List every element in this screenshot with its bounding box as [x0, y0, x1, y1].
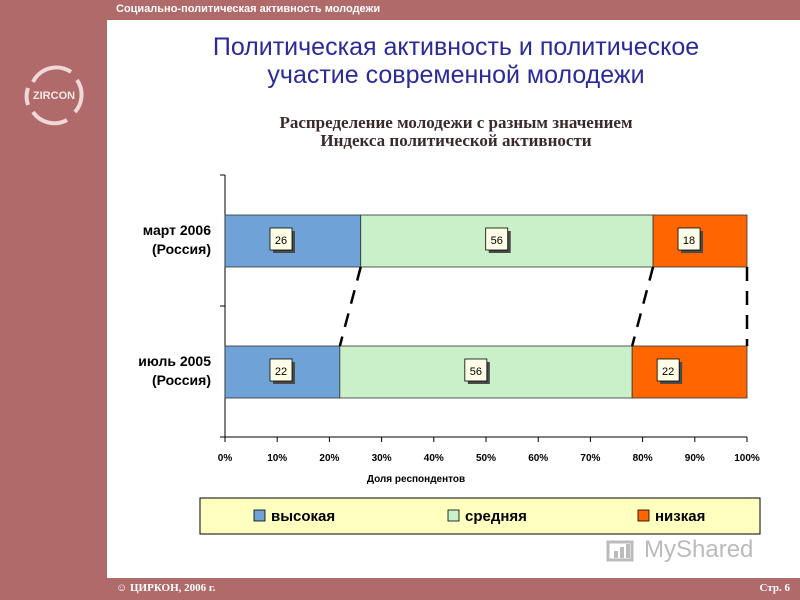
- category-label: март 2006: [143, 222, 211, 238]
- x-tick-label: 40%: [424, 453, 444, 464]
- stacked-bar-chart: 0% 10% 20% 30% 40% 50% 60% 70% 80% 90% 100% Доля ре…: [138, 174, 761, 535]
- category-label: июль 2005: [138, 353, 211, 369]
- header-text: Социально-политическая активность молоде…: [116, 3, 381, 15]
- data-label-box: [485, 227, 509, 251]
- legend-label: средняя: [465, 508, 527, 525]
- bar-2-1: [631, 345, 748, 399]
- series-connector-line: [338, 266, 362, 347]
- logo-ring-icon: [24, 65, 84, 126]
- series-connector-line: [630, 266, 655, 347]
- watermark-icon: [606, 540, 634, 562]
- chart-subtitle: Распределение молодежи с разным значение…: [112, 114, 800, 150]
- side-bar: [0, 20, 107, 578]
- data-label: 26: [275, 235, 287, 247]
- footer-bar: ☺ ЦИРКОН, 2006 г. Стр. 6: [0, 578, 800, 600]
- subtitle-line-1: Распределение молодежи с разным значение…: [279, 113, 633, 132]
- legend-label: низкая: [655, 508, 705, 525]
- x-tick-label: 80%: [633, 453, 653, 464]
- data-label-box: [269, 227, 293, 251]
- data-label-box: [464, 358, 488, 382]
- data-label: 56: [491, 235, 503, 247]
- x-tick-label: 50%: [476, 453, 496, 464]
- data-label-box: [269, 358, 293, 382]
- legend-box: [199, 497, 761, 535]
- x-tick-label: 0%: [218, 453, 233, 464]
- page-title: Политическая активность и политическое у…: [112, 33, 800, 89]
- category-label: (Россия): [152, 241, 211, 257]
- header-bar: Социально-политическая активность молоде…: [0, 0, 800, 20]
- data-label-box: [677, 227, 701, 251]
- category-label: (Россия): [152, 372, 211, 388]
- watermark-text: MyShared: [644, 536, 754, 563]
- x-axis-label: Доля респондентов: [367, 474, 465, 485]
- logo-text: ZIRCON: [33, 90, 75, 102]
- data-label-box: [656, 358, 680, 382]
- legend-swatch-1: [447, 509, 460, 522]
- legend-label: высокая: [271, 508, 335, 525]
- x-tick-label: 10%: [267, 453, 287, 464]
- x-tick-label: 60%: [528, 453, 548, 464]
- title-line-2: участие современной молодежи: [267, 61, 645, 89]
- subtitle-line-2: Индекса политической активности: [320, 131, 592, 150]
- data-label: 22: [662, 366, 674, 378]
- data-label: 18: [683, 235, 695, 247]
- zircon-logo: ZIRCON: [24, 65, 84, 126]
- x-tick-label: 90%: [685, 453, 705, 464]
- page-number: Стр. 6: [759, 582, 790, 594]
- legend-swatch-2: [637, 509, 650, 522]
- x-tick-label: 20%: [319, 453, 339, 464]
- data-label: 56: [470, 366, 482, 378]
- data-label: 22: [275, 366, 287, 378]
- footer-copyright: ☺ ЦИРКОН, 2006 г.: [116, 582, 216, 594]
- legend-swatch-0: [253, 509, 266, 522]
- x-tick-label: 70%: [580, 453, 600, 464]
- x-tick-label: 100%: [734, 453, 760, 464]
- title-line-1: Политическая активность и политическое: [212, 33, 700, 61]
- x-tick-label: 30%: [372, 453, 392, 464]
